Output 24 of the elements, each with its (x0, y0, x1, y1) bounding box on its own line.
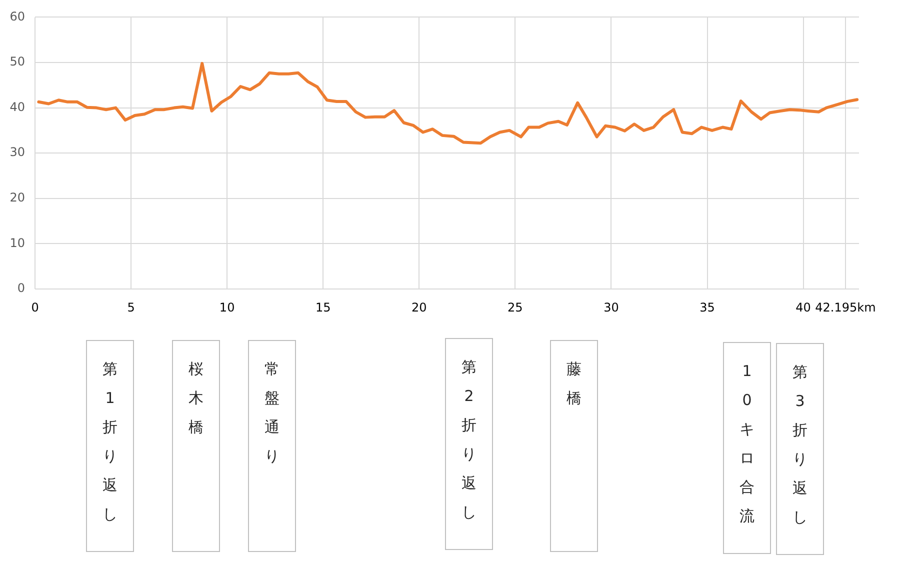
x-tick-label: 30 (604, 300, 619, 314)
x-tick-label: 35 (700, 300, 715, 314)
y-tick-label: 0 (17, 281, 25, 296)
text: 藤橋 (566, 359, 582, 409)
x-tick-label: 0 (31, 300, 39, 314)
y-tick-label: 50 (10, 54, 25, 69)
x-tick-label: 15 (315, 300, 331, 314)
x-tick-label: 25 (508, 300, 523, 314)
y-tick-label: 30 (10, 145, 25, 160)
text: 第3折り返し (792, 362, 808, 528)
x-tick-label: 20 (412, 300, 427, 314)
y-tick-label: 20 (10, 190, 25, 205)
x-tick-label: 40 (796, 300, 811, 314)
text: 常盤通り (264, 359, 280, 467)
text: 第2折り返し (462, 357, 476, 523)
x-tick-label: 42.195km (815, 300, 876, 314)
y-tick-label: 40 (10, 100, 25, 114)
text: 桜木橋 (188, 359, 204, 438)
text: 10キロ合流 (740, 361, 754, 527)
text: 第1折り返し (102, 359, 118, 525)
y-tick-label: 60 (10, 9, 25, 24)
x-tick-label: 10 (219, 300, 235, 314)
y-tick-label: 10 (10, 236, 25, 250)
x-tick-label: 5 (127, 300, 135, 314)
